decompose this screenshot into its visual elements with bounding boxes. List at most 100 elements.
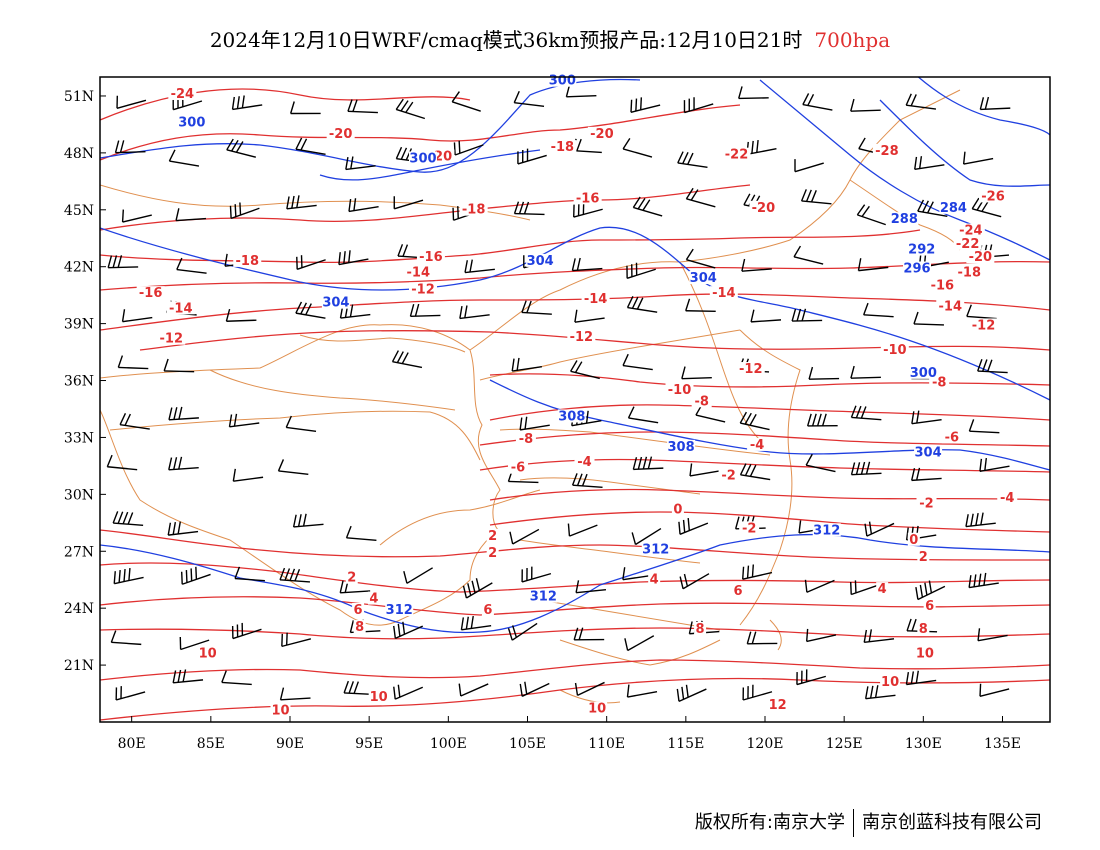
isotherm-label-bg xyxy=(872,143,901,157)
wind-barb xyxy=(163,358,195,373)
wind-barb xyxy=(221,670,252,686)
wind-barb xyxy=(977,628,1008,642)
wind-barb xyxy=(403,567,433,584)
isotherm-label: -2 xyxy=(742,521,756,536)
wind-barb xyxy=(913,311,944,326)
isotherm-label: 2 xyxy=(488,546,497,561)
wind-barb xyxy=(567,523,598,537)
wind-barb xyxy=(632,196,663,217)
isotherm-label-bg xyxy=(941,430,962,444)
isotherm-label-bg xyxy=(481,602,494,616)
wind-barb xyxy=(116,95,147,109)
height-label-bg xyxy=(914,445,943,459)
isotherm-label-bg xyxy=(486,546,499,560)
wind-barb xyxy=(296,255,326,270)
wind-barb xyxy=(683,97,714,114)
isotherm-label: -18 xyxy=(958,265,982,280)
wind-barb xyxy=(121,209,152,223)
wind-barb xyxy=(742,564,773,580)
isotherm-label-bg xyxy=(736,362,765,376)
wind-barb xyxy=(914,156,945,171)
height-label-bg xyxy=(907,242,936,256)
isotherm-label-bg xyxy=(567,329,596,343)
isotherm-label: 10 xyxy=(370,690,388,705)
y-tick-label: 24N xyxy=(64,601,94,617)
isotherm-label-bg xyxy=(936,299,965,313)
isotherm-label-bg xyxy=(416,250,445,264)
isotherm-label-bg xyxy=(459,202,488,216)
isotherm-label-bg xyxy=(876,582,889,596)
x-tick-label: 90E xyxy=(276,736,304,752)
isotherm-label-bg xyxy=(747,437,768,451)
isotherm-label-bg xyxy=(880,675,901,689)
isotherm-label-bg xyxy=(739,521,760,535)
isotherm-label-bg xyxy=(515,432,536,446)
wind-barb xyxy=(232,468,264,482)
isotherm-label: 4 xyxy=(650,573,659,588)
wind-barb xyxy=(571,473,603,488)
x-tick-label: 135E xyxy=(984,736,1021,752)
isotherm-label: 10 xyxy=(271,704,289,719)
isotherm-label: -12 xyxy=(570,330,594,345)
height-label-bg xyxy=(385,602,414,616)
wind-barb xyxy=(850,365,881,379)
isotherm-label-bg xyxy=(573,191,602,205)
isotherm-label-bg xyxy=(907,532,920,546)
wind-barb xyxy=(113,567,144,585)
isotherm-label: -16 xyxy=(419,250,443,265)
wind-barb xyxy=(507,622,538,641)
wind-barb xyxy=(864,685,896,700)
wind-barb xyxy=(348,198,379,213)
wind-barb xyxy=(229,202,260,220)
wind-barb xyxy=(856,204,886,226)
wind-barb xyxy=(971,197,1002,218)
isotherm-label-bg xyxy=(722,147,751,161)
wind-barb xyxy=(451,91,481,112)
wind-barb xyxy=(521,566,552,583)
wind-barb xyxy=(739,463,771,481)
map-frame xyxy=(99,76,1051,723)
wind-barb xyxy=(277,459,309,475)
wind-barb xyxy=(107,255,139,269)
wind-barb xyxy=(228,413,260,428)
wind-barb xyxy=(802,93,833,111)
wind-barb xyxy=(676,684,707,702)
height-label: 304 xyxy=(690,271,717,286)
wind-barb xyxy=(573,201,603,218)
y-tick-label: 21N xyxy=(64,658,94,674)
wind-barb xyxy=(175,208,207,222)
wind-barb xyxy=(850,461,882,476)
isotherm-label-bg xyxy=(966,250,995,264)
wind-barb xyxy=(338,250,369,266)
wind-barb xyxy=(791,308,823,322)
wind-barb xyxy=(850,98,881,112)
isotherm-label-bg xyxy=(136,286,165,300)
isotherm-label: -14 xyxy=(169,301,193,316)
isotherm-label: 2 xyxy=(347,571,356,586)
wind-barb xyxy=(979,683,1010,697)
isotherm-label-bg xyxy=(326,126,355,140)
wind-barb xyxy=(685,248,716,269)
wind-barb xyxy=(626,684,658,698)
isotherm-label-bg xyxy=(404,265,433,279)
wind-barb xyxy=(808,366,840,380)
wind-barb xyxy=(805,453,836,473)
x-tick-label: 125E xyxy=(826,736,863,752)
wind-barb xyxy=(110,630,142,646)
wind-barb xyxy=(626,262,656,279)
wind-barb xyxy=(630,97,661,113)
isotherm-label-bg xyxy=(233,253,262,267)
isotherm-label: 0 xyxy=(673,502,682,517)
y-tick-label: 48N xyxy=(64,146,94,162)
wind-barb xyxy=(565,84,597,98)
x-tick-label: 95E xyxy=(355,736,383,752)
isotherm-label: 8 xyxy=(919,622,928,637)
isotherm-label-bg xyxy=(367,591,380,605)
wind-barb xyxy=(172,669,204,684)
isotherm-label: -20 xyxy=(969,250,993,265)
isotherm-label: -10 xyxy=(883,343,907,358)
wind-barb xyxy=(115,686,146,701)
isotherm-label-bg xyxy=(368,690,389,704)
isotherm-label: -12 xyxy=(739,362,763,377)
